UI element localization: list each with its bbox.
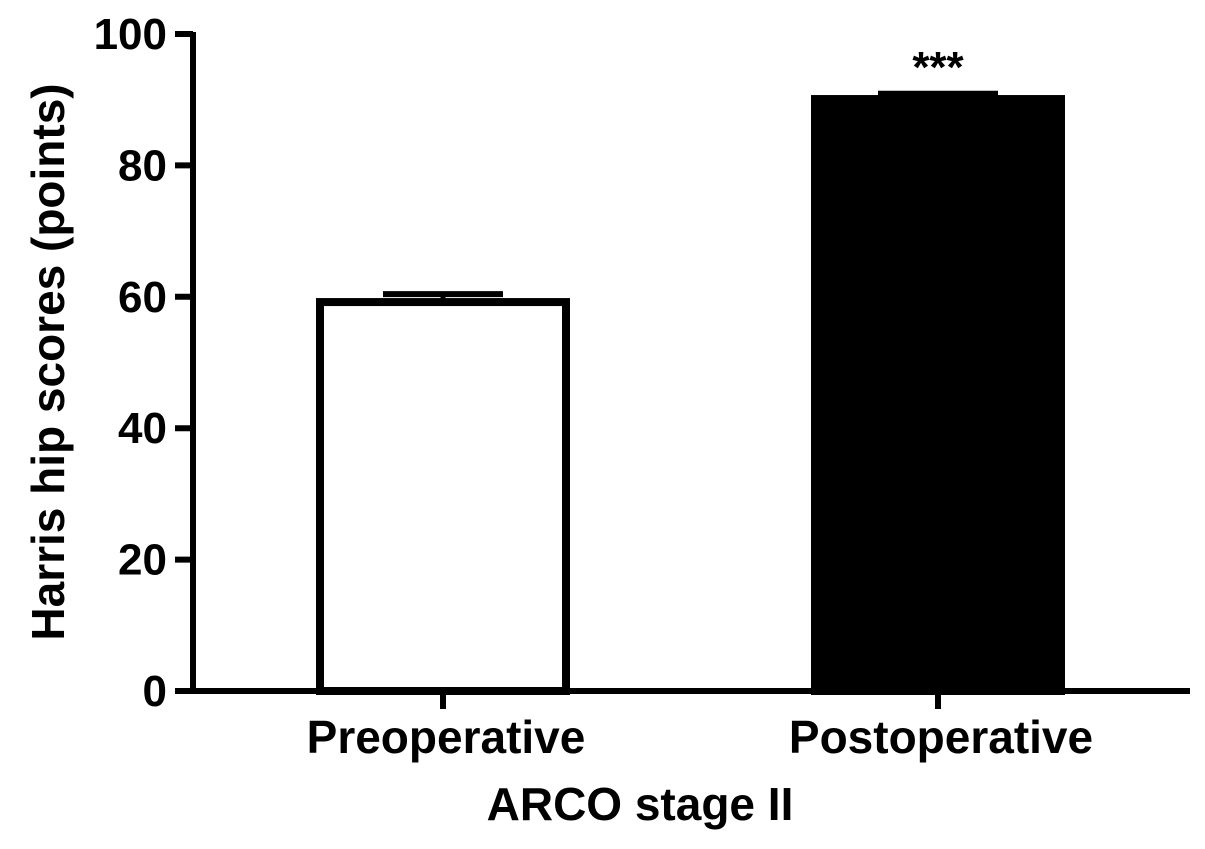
- significance-annotation: ***: [912, 43, 964, 92]
- y-axis-title: Harris hip scores (points): [22, 83, 74, 640]
- y-axis: 0 20 40 60 80 100: [94, 10, 196, 716]
- y-tick-label: 100: [94, 10, 167, 59]
- y-tick-label: 60: [118, 273, 167, 322]
- y-tick-label: 40: [118, 404, 167, 453]
- bars: [316, 90, 1065, 695]
- x-axis-title: ARCO stage II: [487, 778, 794, 830]
- y-tick-label: 80: [118, 141, 167, 190]
- bar-postoperative: [811, 95, 1065, 695]
- bar-preoperative: [316, 298, 570, 695]
- y-tick-label: 0: [143, 667, 167, 716]
- y-tick-label: 20: [118, 536, 167, 585]
- x-tick-label: Postoperative: [789, 711, 1093, 763]
- x-tick-label: Preoperative: [307, 711, 586, 763]
- labels: Preoperative Postoperative *** ARCO stage I…: [22, 43, 1093, 830]
